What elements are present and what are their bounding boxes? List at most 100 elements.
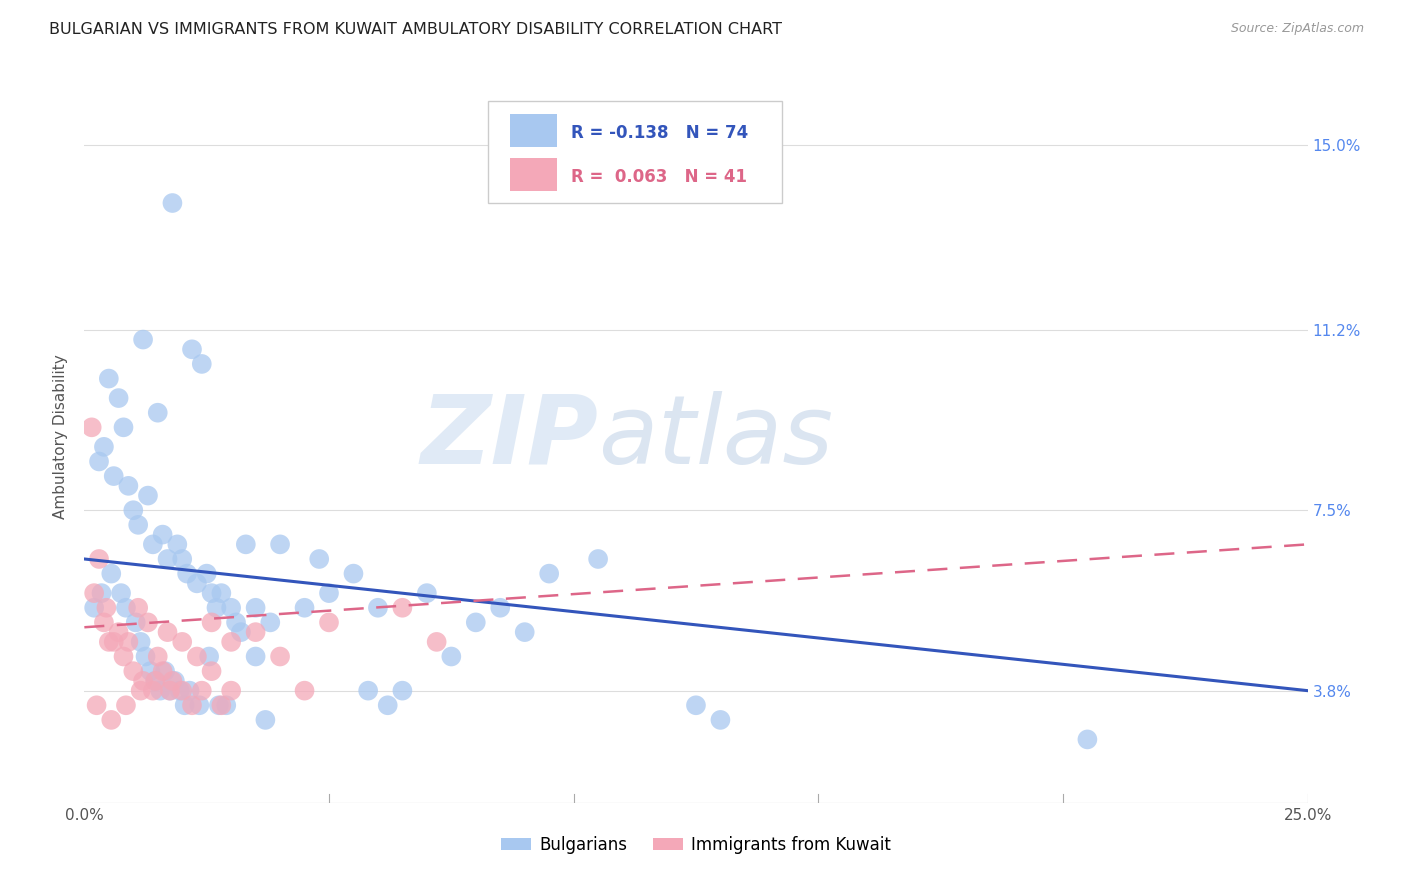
Point xyxy=(93,440,115,454)
Point xyxy=(107,391,129,405)
Point xyxy=(112,649,135,664)
Point xyxy=(110,586,132,600)
Point xyxy=(215,698,238,713)
Point xyxy=(122,503,145,517)
Point xyxy=(538,566,561,581)
Point xyxy=(188,698,211,713)
Point xyxy=(142,537,165,551)
Point xyxy=(586,552,609,566)
Point xyxy=(142,683,165,698)
Point xyxy=(139,664,162,678)
Point xyxy=(100,713,122,727)
Point xyxy=(186,576,208,591)
Point xyxy=(229,625,252,640)
Point xyxy=(146,406,169,420)
Point xyxy=(143,673,166,688)
Text: BULGARIAN VS IMMIGRANTS FROM KUWAIT AMBULATORY DISABILITY CORRELATION CHART: BULGARIAN VS IMMIGRANTS FROM KUWAIT AMBU… xyxy=(49,22,782,37)
Point xyxy=(209,586,232,600)
Point xyxy=(308,552,330,566)
Point xyxy=(127,517,149,532)
Point xyxy=(342,566,364,581)
Text: Source: ZipAtlas.com: Source: ZipAtlas.com xyxy=(1230,22,1364,36)
Point xyxy=(294,600,316,615)
Point xyxy=(125,615,148,630)
Point xyxy=(93,615,115,630)
Point xyxy=(172,552,194,566)
Point xyxy=(115,600,138,615)
Point xyxy=(112,420,135,434)
Point xyxy=(225,615,247,630)
Point xyxy=(245,625,267,640)
Point xyxy=(269,537,291,551)
Point xyxy=(163,673,186,688)
Point xyxy=(159,683,181,698)
Point xyxy=(156,552,179,566)
Point xyxy=(162,196,184,211)
Point xyxy=(162,673,184,688)
Point xyxy=(440,649,463,664)
Point xyxy=(198,649,221,664)
Point xyxy=(245,600,267,615)
Point xyxy=(294,683,316,698)
Point xyxy=(254,713,277,727)
Point xyxy=(205,600,228,615)
Point xyxy=(219,683,242,698)
Point xyxy=(156,625,179,640)
Point xyxy=(97,635,120,649)
Point xyxy=(245,649,267,664)
Point xyxy=(219,635,242,649)
Point xyxy=(269,649,291,664)
Point xyxy=(209,698,232,713)
Point xyxy=(186,649,208,664)
Point xyxy=(181,698,204,713)
Point xyxy=(259,615,281,630)
Point xyxy=(191,683,214,698)
Point xyxy=(200,586,222,600)
Text: R = -0.138   N = 74: R = -0.138 N = 74 xyxy=(571,124,748,143)
Point xyxy=(129,635,152,649)
Point xyxy=(149,683,172,698)
Point xyxy=(153,664,176,678)
Point xyxy=(86,698,108,713)
FancyBboxPatch shape xyxy=(510,159,557,191)
Point xyxy=(318,586,340,600)
Point xyxy=(377,698,399,713)
Point xyxy=(318,615,340,630)
Point xyxy=(103,469,125,483)
Point xyxy=(135,649,157,664)
Point xyxy=(87,454,110,468)
FancyBboxPatch shape xyxy=(488,101,782,203)
Point xyxy=(136,615,159,630)
Point xyxy=(219,600,242,615)
FancyBboxPatch shape xyxy=(510,114,557,146)
Point xyxy=(357,683,380,698)
Text: atlas: atlas xyxy=(598,391,834,483)
Point xyxy=(169,683,191,698)
Point xyxy=(709,713,731,727)
Point xyxy=(100,566,122,581)
Point xyxy=(179,683,201,698)
Point xyxy=(146,649,169,664)
Point xyxy=(159,683,181,698)
Point xyxy=(367,600,389,615)
Point xyxy=(117,635,139,649)
Point xyxy=(87,552,110,566)
Point xyxy=(426,635,449,649)
Point xyxy=(172,635,194,649)
Point xyxy=(127,600,149,615)
Point xyxy=(107,625,129,640)
Point xyxy=(195,566,218,581)
Point xyxy=(136,489,159,503)
Text: ZIP: ZIP xyxy=(420,391,598,483)
Point xyxy=(235,537,257,551)
Point xyxy=(96,600,118,615)
Point xyxy=(132,333,155,347)
Point xyxy=(391,600,413,615)
Point xyxy=(416,586,439,600)
Point xyxy=(208,698,231,713)
Point xyxy=(166,537,188,551)
Point xyxy=(143,673,166,688)
Point xyxy=(489,600,512,615)
Point xyxy=(152,664,174,678)
Point xyxy=(200,664,222,678)
